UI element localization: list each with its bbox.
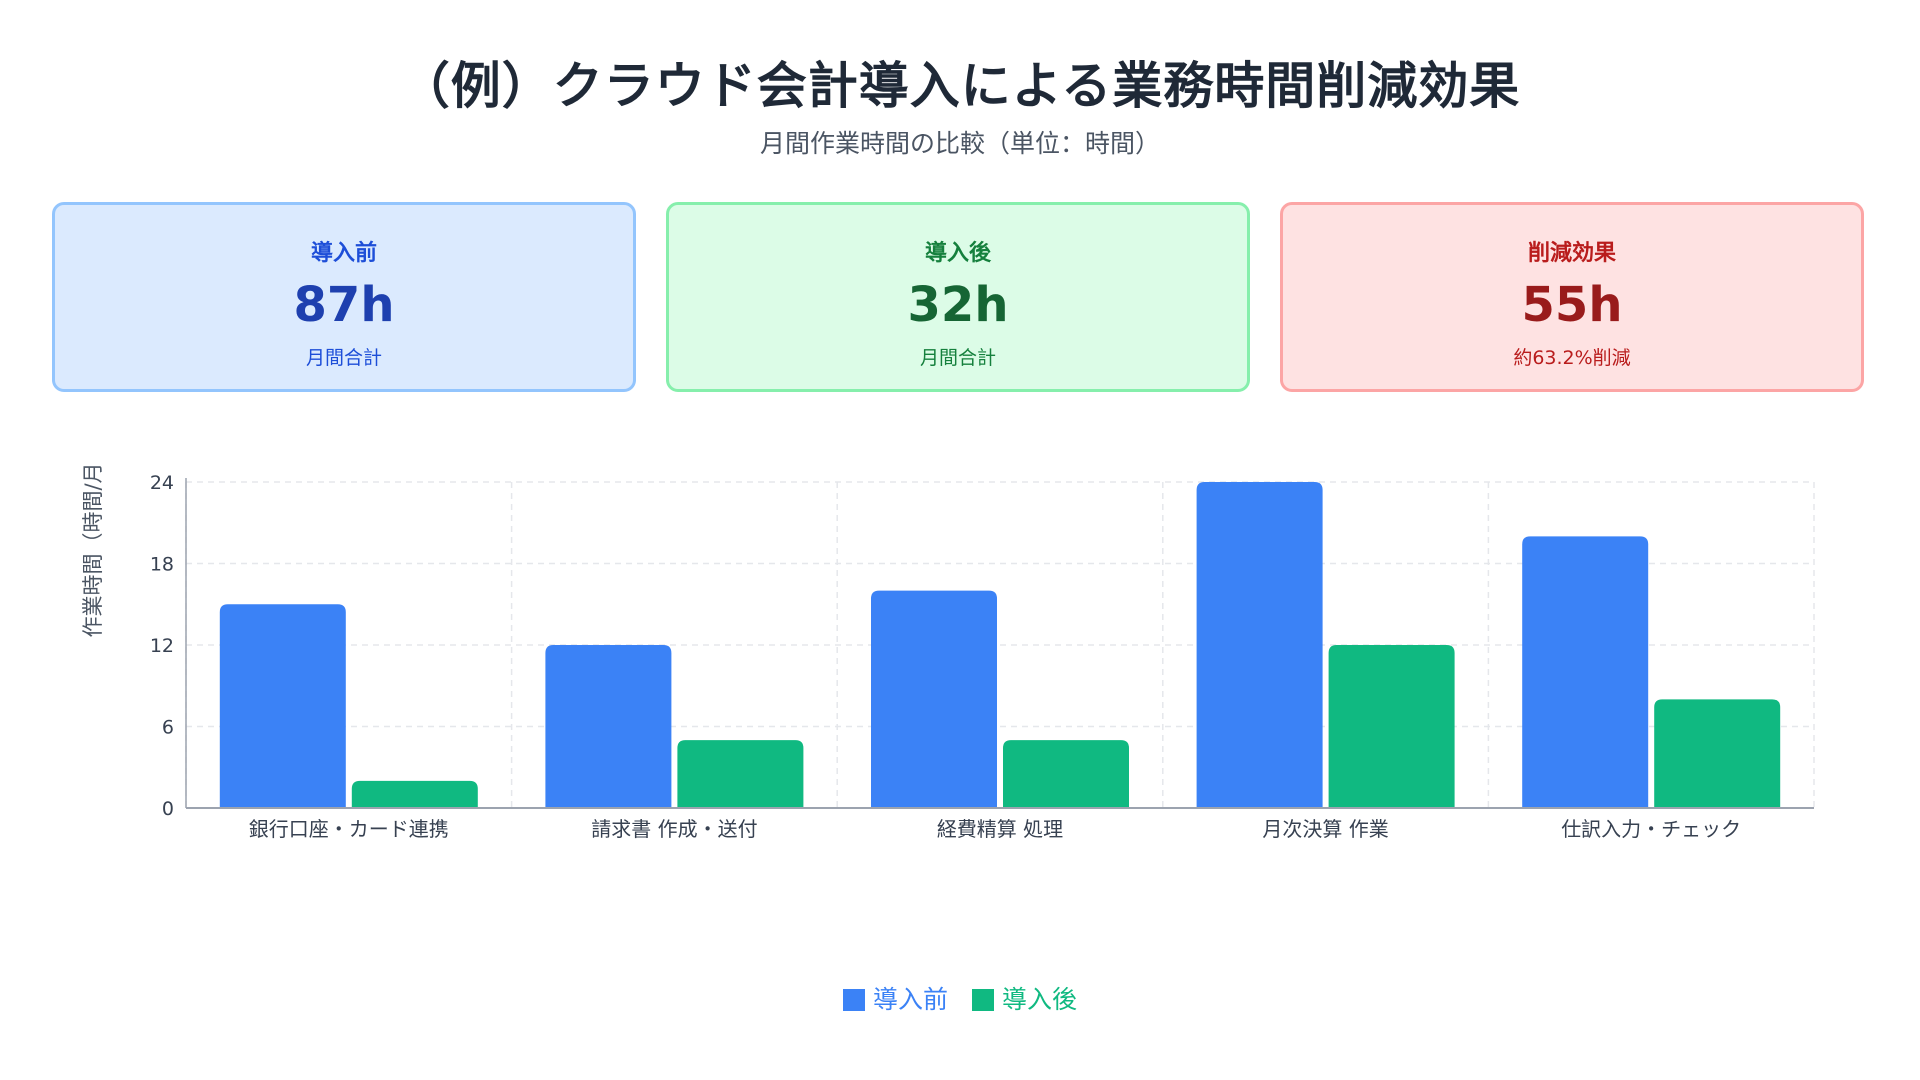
bar-before-3 — [1196, 482, 1323, 808]
x-category-label-4: 仕訳入力・チェック — [1561, 817, 1741, 841]
x-category-label-2: 経費精算 処理 — [937, 817, 1063, 841]
x-category-label-3: 月次決算 作業 — [1262, 817, 1388, 841]
card-after: 導入後 32h 月間合計 — [666, 202, 1250, 392]
x-category-label-1: 請求書 作成・送付 — [591, 817, 757, 841]
bar-before-2 — [871, 590, 997, 808]
page-title: （例）クラウド会計導入による業務時間削減効果 — [399, 57, 1521, 115]
page-subtitle: 月間作業時間の比較（単位：時間） — [759, 129, 1160, 158]
bar-chart: 0 6 12 18 24 銀行口座・カード連携 請求書 作成・送付 経費精算 処理 月次決算 作… — [81, 462, 1815, 841]
bar-after-3 — [1328, 645, 1455, 808]
legend-swatch-before — [843, 989, 865, 1011]
chart-legend: 導入前 導入後 — [0, 980, 1920, 1016]
legend-item-after[interactable]: 導入後 — [971, 980, 1077, 1016]
bar-before-4 — [1522, 536, 1649, 808]
card-before: 導入前 87h 月間合計 — [52, 202, 636, 392]
y-axis-title: 作業時間（時間/月 — [81, 462, 105, 637]
card-before-note: 月間合計 — [305, 347, 382, 369]
legend-item-before[interactable]: 導入前 — [843, 980, 948, 1016]
card-before-label: 導入前 — [310, 241, 377, 266]
bar-before-0 — [219, 604, 346, 808]
card-savings-note: 約63.2%削減 — [1513, 347, 1631, 369]
card-after-value: 32h — [907, 277, 1009, 333]
card-savings-value: 55h — [1521, 277, 1623, 333]
bar-after-0 — [351, 780, 478, 808]
legend-swatch-after — [971, 989, 994, 1011]
card-savings-label: 削減効果 — [1527, 241, 1616, 266]
card-after-note: 月間合計 — [919, 347, 996, 369]
bar-before-1 — [545, 645, 672, 808]
y-tick-label-3: 18 — [150, 554, 174, 576]
card-savings: 削減効果 55h 約63.2%削減 — [1280, 202, 1864, 392]
card-before-value: 87h — [293, 277, 395, 333]
bar-after-1 — [677, 740, 804, 808]
card-after-label: 導入後 — [924, 241, 991, 266]
y-tick-label-4: 24 — [150, 472, 174, 494]
legend-label-after: 導入後 — [1001, 985, 1077, 1014]
y-tick-label-2: 12 — [150, 635, 174, 657]
bar-after-4 — [1654, 699, 1781, 808]
legend-label-before: 導入前 — [873, 985, 949, 1014]
y-tick-label-1: 6 — [162, 717, 174, 739]
y-tick-label-0: 0 — [162, 798, 174, 820]
x-category-label-0: 銀行口座・カード連携 — [249, 817, 449, 841]
bar-after-2 — [1003, 740, 1129, 808]
